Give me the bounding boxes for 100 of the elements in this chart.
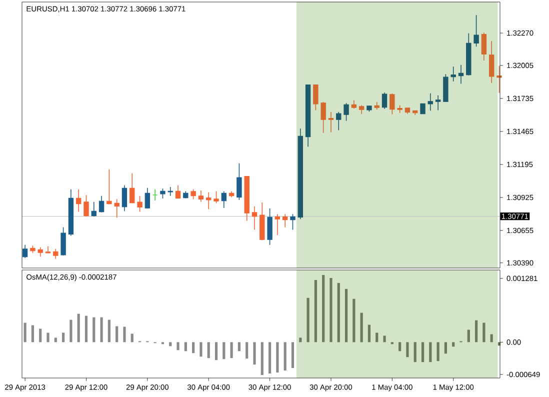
candlestick	[152, 188, 158, 201]
bar	[268, 342, 272, 374]
candlestick	[168, 186, 173, 196]
candlestick	[435, 94, 441, 111]
candlestick	[91, 201, 96, 217]
bar	[467, 330, 470, 342]
bar	[24, 322, 26, 342]
candlestick	[214, 190, 219, 204]
bar	[276, 342, 279, 373]
candlestick	[313, 84, 318, 111]
candlestick	[22, 244, 28, 258]
candlestick	[221, 190, 227, 208]
bar	[482, 322, 486, 342]
candlestick	[458, 64, 464, 84]
bar	[207, 342, 210, 358]
bar	[130, 334, 134, 342]
candlestick	[489, 40, 494, 84]
bar	[84, 316, 88, 342]
candlestick	[267, 208, 272, 246]
bar	[330, 278, 332, 342]
bar	[260, 342, 264, 376]
candlestick	[76, 188, 82, 212]
bar	[406, 342, 409, 358]
candlestick	[282, 214, 288, 228]
candlestick	[328, 111, 334, 133]
bar	[108, 320, 110, 342]
bar	[176, 342, 180, 350]
candlestick	[198, 190, 204, 202]
candlestick	[320, 102, 326, 134]
candlestick	[390, 93, 395, 115]
candlestick	[175, 184, 181, 200]
bar	[444, 342, 448, 354]
bar	[246, 342, 248, 359]
candlestick	[38, 246, 43, 258]
bar	[490, 334, 493, 342]
bar	[383, 336, 386, 342]
bar	[452, 342, 455, 347]
bar	[284, 342, 286, 371]
candlestick	[450, 66, 456, 82]
candlestick	[336, 111, 342, 131]
candlestick	[45, 246, 51, 254]
candlestick	[122, 184, 128, 212]
candlestick	[106, 168, 112, 205]
candlestick	[274, 214, 280, 236]
candlestick	[290, 214, 296, 230]
bar	[123, 326, 126, 342]
candlestick	[481, 32, 487, 61]
bar	[39, 328, 42, 342]
candlestick	[206, 192, 212, 210]
bar	[398, 342, 402, 352]
bar	[314, 280, 317, 342]
bar	[222, 342, 226, 360]
candlestick	[60, 226, 66, 256]
candlestick	[344, 102, 349, 122]
candlestick	[84, 194, 89, 217]
bar	[70, 320, 72, 342]
candlestick	[137, 195, 142, 212]
candlestick	[236, 162, 242, 200]
candlestick	[144, 188, 150, 209]
bar	[337, 282, 340, 342]
bar	[360, 312, 363, 342]
bar	[306, 298, 310, 342]
bar	[436, 342, 440, 362]
bar	[31, 325, 34, 342]
candlestick	[114, 198, 120, 218]
bar	[253, 342, 256, 365]
bar	[322, 274, 325, 342]
candlestick	[428, 93, 434, 112]
bar	[169, 342, 172, 346]
candlestick	[190, 188, 196, 200]
bar	[54, 338, 57, 342]
bar	[192, 342, 195, 354]
candlestick	[98, 195, 104, 213]
bar	[62, 332, 65, 342]
bar	[368, 324, 371, 342]
bar	[429, 342, 432, 362]
bar	[184, 342, 187, 352]
bar	[92, 317, 96, 342]
bar	[46, 332, 50, 342]
candlestick	[53, 248, 58, 260]
candlestick	[252, 206, 258, 230]
bar	[230, 342, 233, 358]
candlestick	[382, 92, 388, 110]
bar	[414, 342, 416, 362]
bar	[421, 342, 424, 362]
bar	[474, 320, 478, 342]
bar	[299, 338, 302, 342]
bar	[352, 298, 356, 342]
bar	[200, 342, 202, 357]
bar	[238, 342, 241, 352]
candlestick	[474, 14, 479, 48]
bar	[376, 332, 378, 342]
candlestick	[130, 172, 135, 204]
candlestick	[160, 188, 166, 199]
bar	[344, 288, 348, 342]
bar	[77, 314, 80, 342]
bar	[214, 342, 218, 360]
candlestick	[420, 103, 426, 114]
bar	[100, 317, 103, 342]
bar	[291, 342, 294, 368]
